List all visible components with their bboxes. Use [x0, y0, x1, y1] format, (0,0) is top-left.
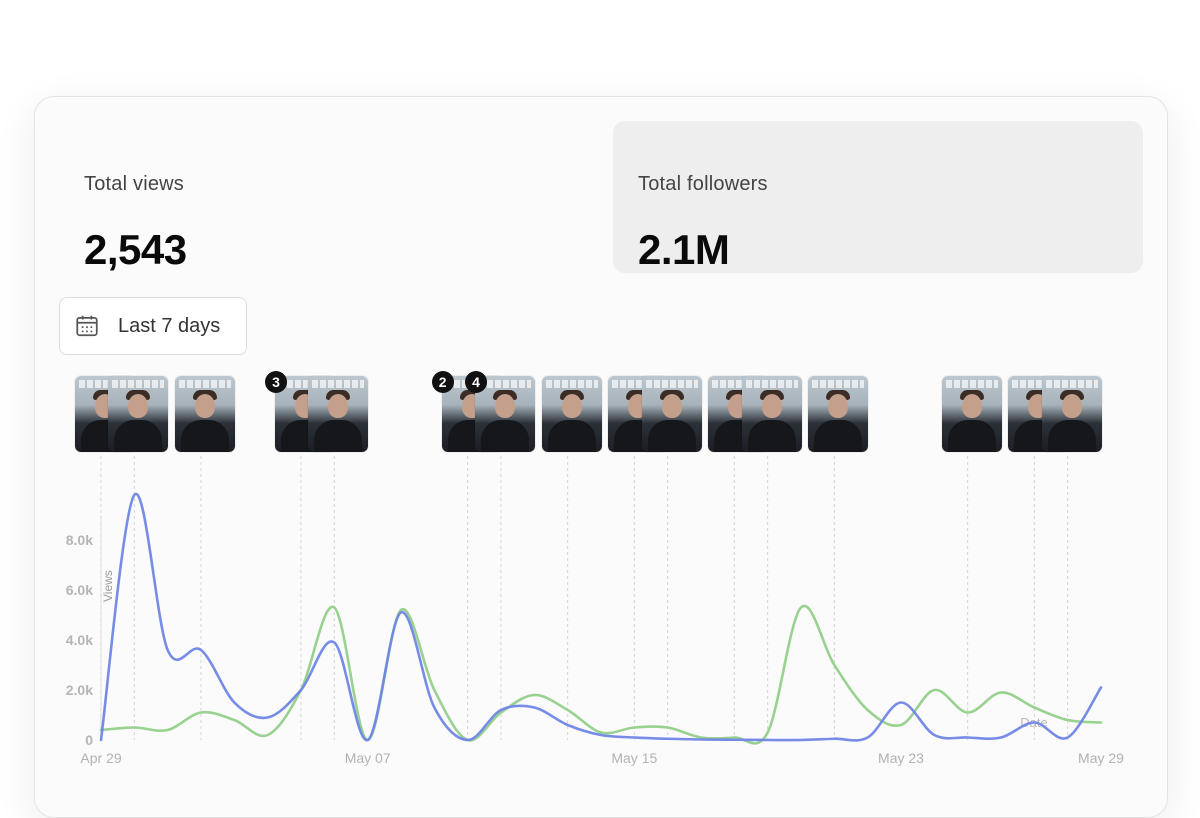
- total-followers-stat[interactable]: Total followers 2.1M: [613, 121, 1143, 273]
- thumbnail-face: [828, 394, 849, 418]
- views-chart: 0 2.0k 4.0k 6.0k 8.0k Views Apr 29 May 07 May 15…: [66, 456, 1124, 766]
- post-thumbnail[interactable]: [475, 376, 535, 452]
- thumbnail-body: [647, 420, 696, 452]
- caption-overlay: [545, 380, 598, 388]
- post-thumbnail[interactable]: [108, 376, 169, 452]
- caption-overlay: [812, 380, 865, 388]
- caption-overlay: [612, 380, 665, 388]
- x-tick-label: May 15: [611, 750, 657, 766]
- thumbnail-face: [495, 394, 515, 418]
- caption-overlay: [945, 380, 998, 388]
- thumbnail-body: [1047, 420, 1096, 452]
- caption-overlay: [1012, 380, 1065, 388]
- caption-overlay: [179, 380, 231, 388]
- post-count-badge: 4: [465, 371, 487, 393]
- thumbnail-face: [661, 394, 682, 418]
- caption-overlay: [645, 380, 698, 388]
- date-range-button[interactable]: Last 7 days: [59, 297, 247, 355]
- y-tick-label: 4.0k: [66, 632, 93, 648]
- caption-overlay: [479, 380, 531, 388]
- y-tick-label: 2.0k: [66, 682, 93, 698]
- total-views-value: 2,543: [84, 226, 187, 273]
- total-followers-value: 2.1M: [638, 226, 730, 273]
- x-tick-label: May 23: [878, 750, 924, 766]
- thumbnail-face: [128, 394, 149, 418]
- post-thumbnail[interactable]: [1041, 376, 1102, 452]
- thumbnail-face: [195, 394, 215, 418]
- thumbnail-body: [747, 420, 796, 452]
- thumbnail-face: [328, 394, 349, 418]
- post-thumbnail[interactable]: [808, 376, 869, 452]
- calendar-icon: [76, 315, 98, 337]
- thumbnail-body: [814, 420, 863, 452]
- date-range-label: Last 7 days: [118, 314, 221, 337]
- caption-overlay: [312, 380, 365, 388]
- post-thumbnail[interactable]: [541, 376, 602, 452]
- series-line-views: [99, 492, 1103, 742]
- y-axis-label: Views: [101, 570, 115, 602]
- caption-overlay: [1045, 380, 1098, 388]
- total-followers-label: Total followers: [638, 173, 768, 195]
- analytics-card: Total views 2,543 Total followers 2.1M L…: [34, 96, 1168, 818]
- y-tick-label: 0: [85, 732, 93, 748]
- thumbnail-body: [114, 420, 163, 452]
- caption-overlay: [79, 380, 131, 388]
- caption-overlay: [712, 380, 765, 388]
- thumbnail-face: [961, 394, 982, 418]
- total-views-stat: Total views 2,543: [59, 121, 589, 273]
- series-line-followers: [99, 604, 1103, 745]
- caption-overlay: [745, 380, 798, 388]
- post-count-badge: 2: [431, 371, 454, 393]
- y-tick-label: 8.0k: [66, 532, 93, 548]
- post-thumbnail[interactable]: [308, 376, 369, 452]
- caption-overlay: [112, 380, 165, 388]
- post-thumbnail[interactable]: [175, 376, 235, 452]
- post-thumbnail[interactable]: [941, 376, 1002, 452]
- post-count-badge: 3: [265, 371, 287, 393]
- post-thumbnail[interactable]: [741, 376, 802, 452]
- x-tick-label: May 29: [1078, 750, 1124, 766]
- post-thumbnail[interactable]: [641, 376, 702, 452]
- thumbnail-face: [761, 394, 782, 418]
- x-tick-label: May 07: [345, 750, 391, 766]
- thumbnail-body: [314, 420, 363, 452]
- thumbnail-face: [1061, 394, 1082, 418]
- thumbnail-body: [481, 420, 529, 452]
- thumbnail-body: [181, 420, 229, 452]
- thumbnail-body: [947, 420, 996, 452]
- thumbnail-face: [561, 394, 582, 418]
- caption-overlay: [279, 380, 331, 388]
- total-views-label: Total views: [84, 173, 185, 195]
- x-tick-label: Apr 29: [80, 750, 121, 766]
- thumbnail-body: [547, 420, 596, 452]
- y-tick-label: 6.0k: [66, 582, 93, 598]
